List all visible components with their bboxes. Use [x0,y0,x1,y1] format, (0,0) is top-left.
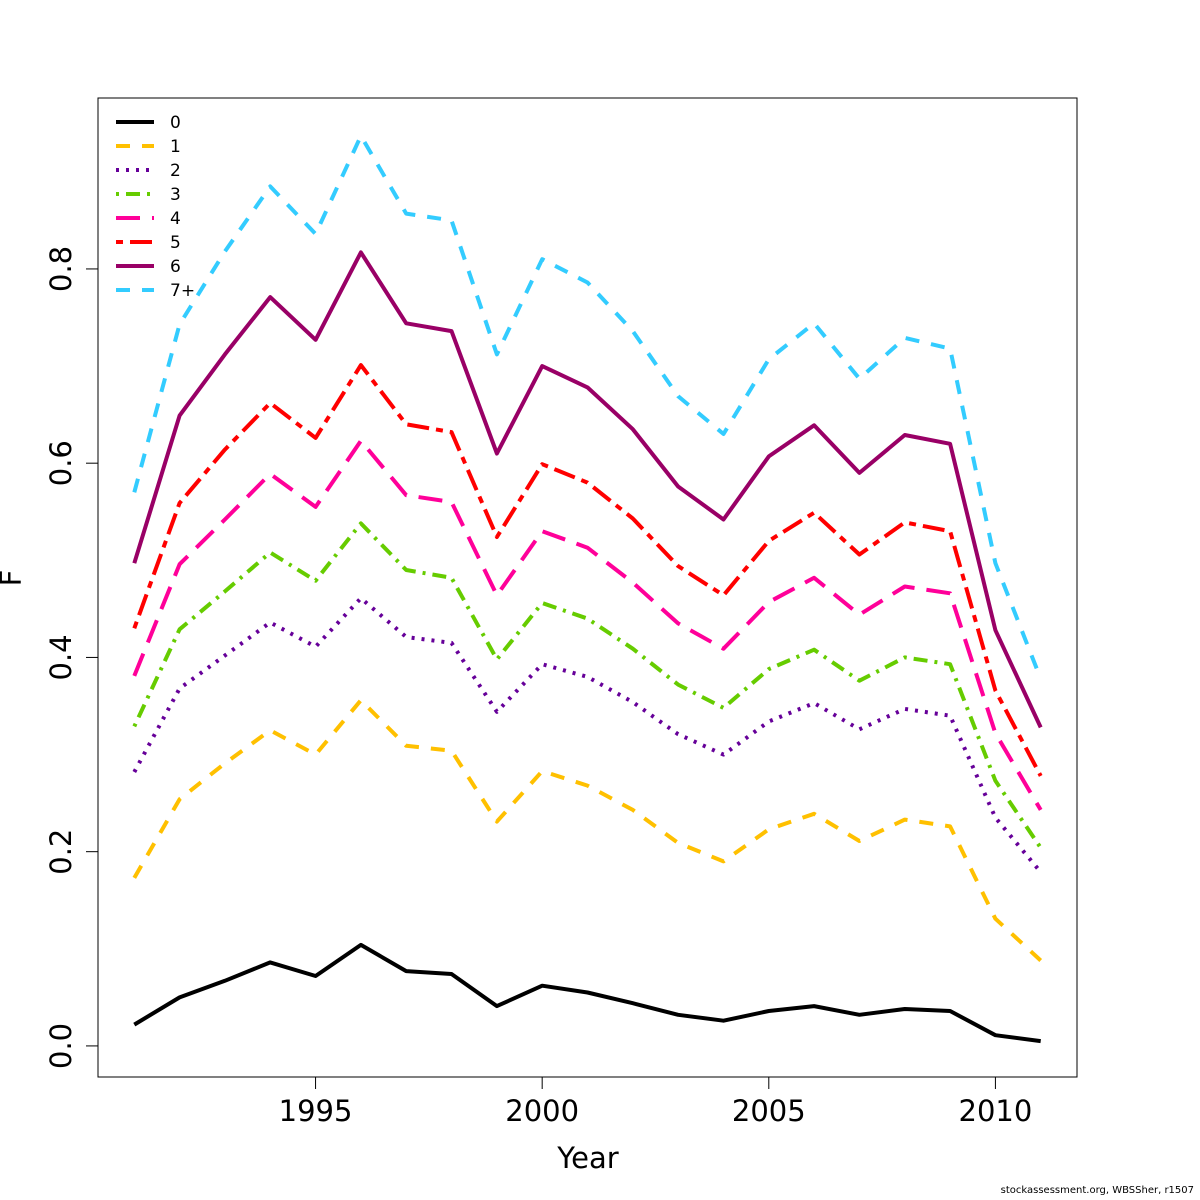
series-line-7plus [132,133,1043,680]
credit-text: stockassessment.org, WBSSher, r1507 [1000,1185,1194,1196]
legend-label: 1 [170,137,181,157]
series-line-5 [132,363,1043,777]
x-axis: 1995 2000 2005 2010 [279,1076,1033,1128]
x-tick-label: 1995 [279,1094,353,1128]
legend-label: 4 [170,209,181,229]
x-tick-label: 2005 [732,1094,806,1128]
series-line-0 [133,942,1041,1044]
legend-label: 5 [170,233,181,253]
y-tick-label: 0.8 [44,246,78,292]
legend-label: 2 [170,161,181,181]
legend-label: 7+ [170,281,195,301]
legend-label: 3 [170,185,181,205]
series-line-3 [132,521,1043,849]
y-tick-label: 0.0 [44,1023,78,1069]
plot-frame [97,97,1078,1078]
y-axis-title: F [0,570,28,587]
y-tick-label: 0.6 [44,440,78,486]
x-axis-title: Year [556,1141,618,1175]
legend-label: 6 [170,257,181,277]
series-line-2 [132,596,1043,874]
legend-label: 0 [170,113,181,133]
x-tick-label: 2010 [959,1094,1033,1128]
y-axis: 0.0 0.2 0.4 0.6 0.8 [44,246,99,1069]
y-tick-label: 0.4 [44,634,78,680]
y-tick-label: 0.2 [44,829,78,875]
series-layer [132,133,1043,1044]
legend: 0 1 2 3 4 5 6 7+ [116,113,195,301]
x-tick-label: 2000 [505,1094,579,1128]
series-line-6 [132,250,1043,729]
series-line-1 [132,698,1043,962]
series-line-4 [132,438,1043,811]
